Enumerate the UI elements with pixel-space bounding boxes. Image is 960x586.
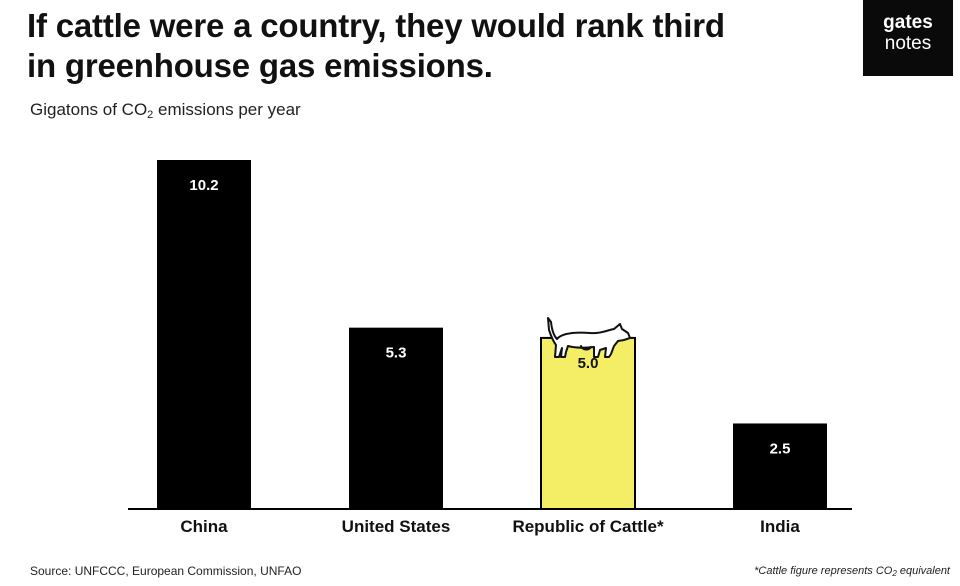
bar-united-states: [349, 327, 443, 509]
chart-title: If cattle were a country, they would ran…: [27, 6, 827, 86]
cow-icon: [547, 317, 631, 358]
logo-line-2: notes: [884, 33, 932, 54]
bar-india: [733, 423, 827, 509]
category-label: China: [180, 517, 228, 536]
logo-line-1: gates: [883, 12, 933, 33]
bar-value-label: 5.3: [386, 345, 407, 362]
bar-value-label: 2.5: [770, 440, 791, 457]
category-label: India: [760, 517, 800, 536]
category-label: United States: [342, 517, 451, 536]
chart-title-line-1: If cattle were a country, they would ran…: [27, 7, 725, 44]
footnote-subscript: 2: [892, 569, 897, 578]
category-label: Republic of Cattle*: [512, 517, 664, 536]
y-axis-label-subscript: 2: [147, 109, 154, 121]
y-axis-label: Gigatons of CO2 emissions per year: [30, 99, 301, 121]
footnote: *Cattle figure represents CO2 equivalent: [754, 564, 950, 579]
y-axis-label-prefix: Gigatons of CO: [30, 100, 148, 119]
y-axis-label-suffix: emissions per year: [153, 100, 301, 119]
source-note: Source: UNFCCC, European Commission, UNF…: [30, 564, 302, 578]
bar-china: [157, 160, 251, 509]
chart-title-line-2: in greenhouse gas emissions.: [27, 47, 493, 84]
bar-group: 10.2 China 5.3 United States 5.0 Republic of …: [157, 160, 827, 536]
gates-notes-logo: gates notes: [863, 0, 953, 76]
footnote-prefix: *Cattle figure represents CO: [754, 565, 893, 577]
bar-value-label: 10.2: [189, 177, 218, 194]
footnote-suffix: equivalent: [896, 565, 950, 577]
bar-value-label: 5.0: [578, 355, 599, 372]
